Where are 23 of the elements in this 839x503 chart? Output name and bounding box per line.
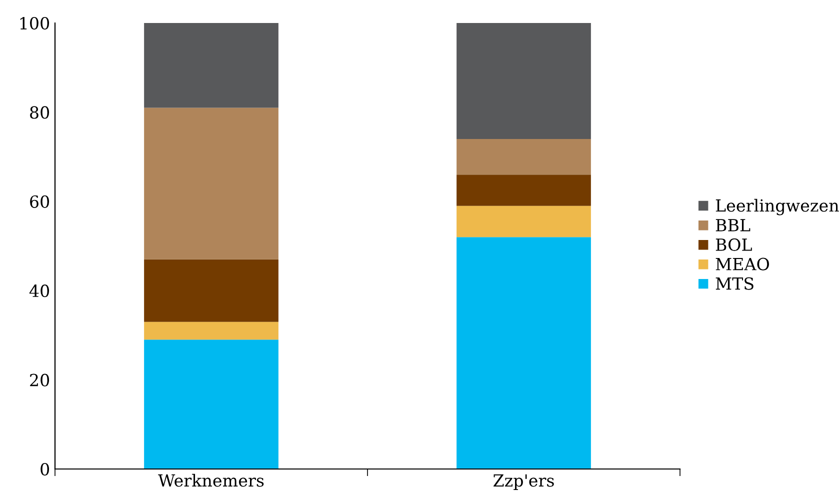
bar: [456, 174, 591, 206]
y-tick-label: 20: [30, 374, 50, 386]
y-tick-label: 60: [30, 195, 50, 208]
bar: [144, 108, 278, 260]
y-tick-label: 0: [40, 462, 50, 476]
bar: [456, 138, 591, 175]
bar: [456, 206, 591, 238]
legend-label: Leerlingwezen: [716, 198, 839, 216]
x-tick-label: Werknemers: [158, 474, 264, 487]
x-tick-label: Zzp'ers: [494, 474, 554, 490]
legend-label: MEAO: [716, 258, 770, 270]
legend-label: MTS: [716, 277, 754, 290]
legend-label: BOL: [716, 238, 752, 251]
bar: [456, 237, 591, 469]
bar: [144, 259, 278, 322]
bar: [456, 23, 591, 139]
bar: [144, 23, 278, 108]
bar: [144, 322, 278, 340]
bar: [144, 340, 278, 469]
y-tick-label: 40: [29, 284, 50, 298]
legend-label: BBL: [716, 219, 750, 232]
y-tick-label: 80: [30, 106, 50, 119]
y-tick-label: 100: [20, 16, 50, 30]
